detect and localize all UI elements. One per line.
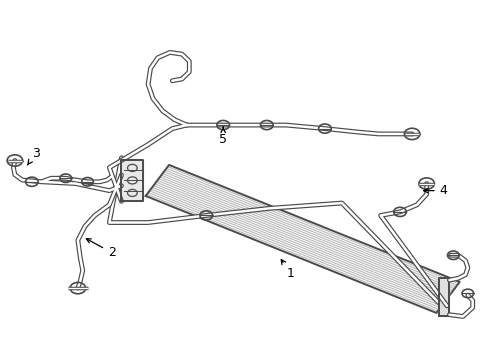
Text: 4: 4 (423, 184, 447, 197)
Text: 2: 2 (86, 239, 116, 259)
Polygon shape (122, 159, 143, 201)
Text: 1: 1 (281, 260, 295, 280)
Polygon shape (439, 278, 449, 316)
Text: 3: 3 (27, 147, 40, 165)
Text: 5: 5 (219, 127, 227, 146)
Polygon shape (146, 165, 460, 313)
